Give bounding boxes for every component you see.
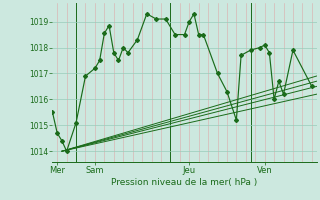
X-axis label: Pression niveau de la mer( hPa ): Pression niveau de la mer( hPa ) xyxy=(111,178,258,187)
